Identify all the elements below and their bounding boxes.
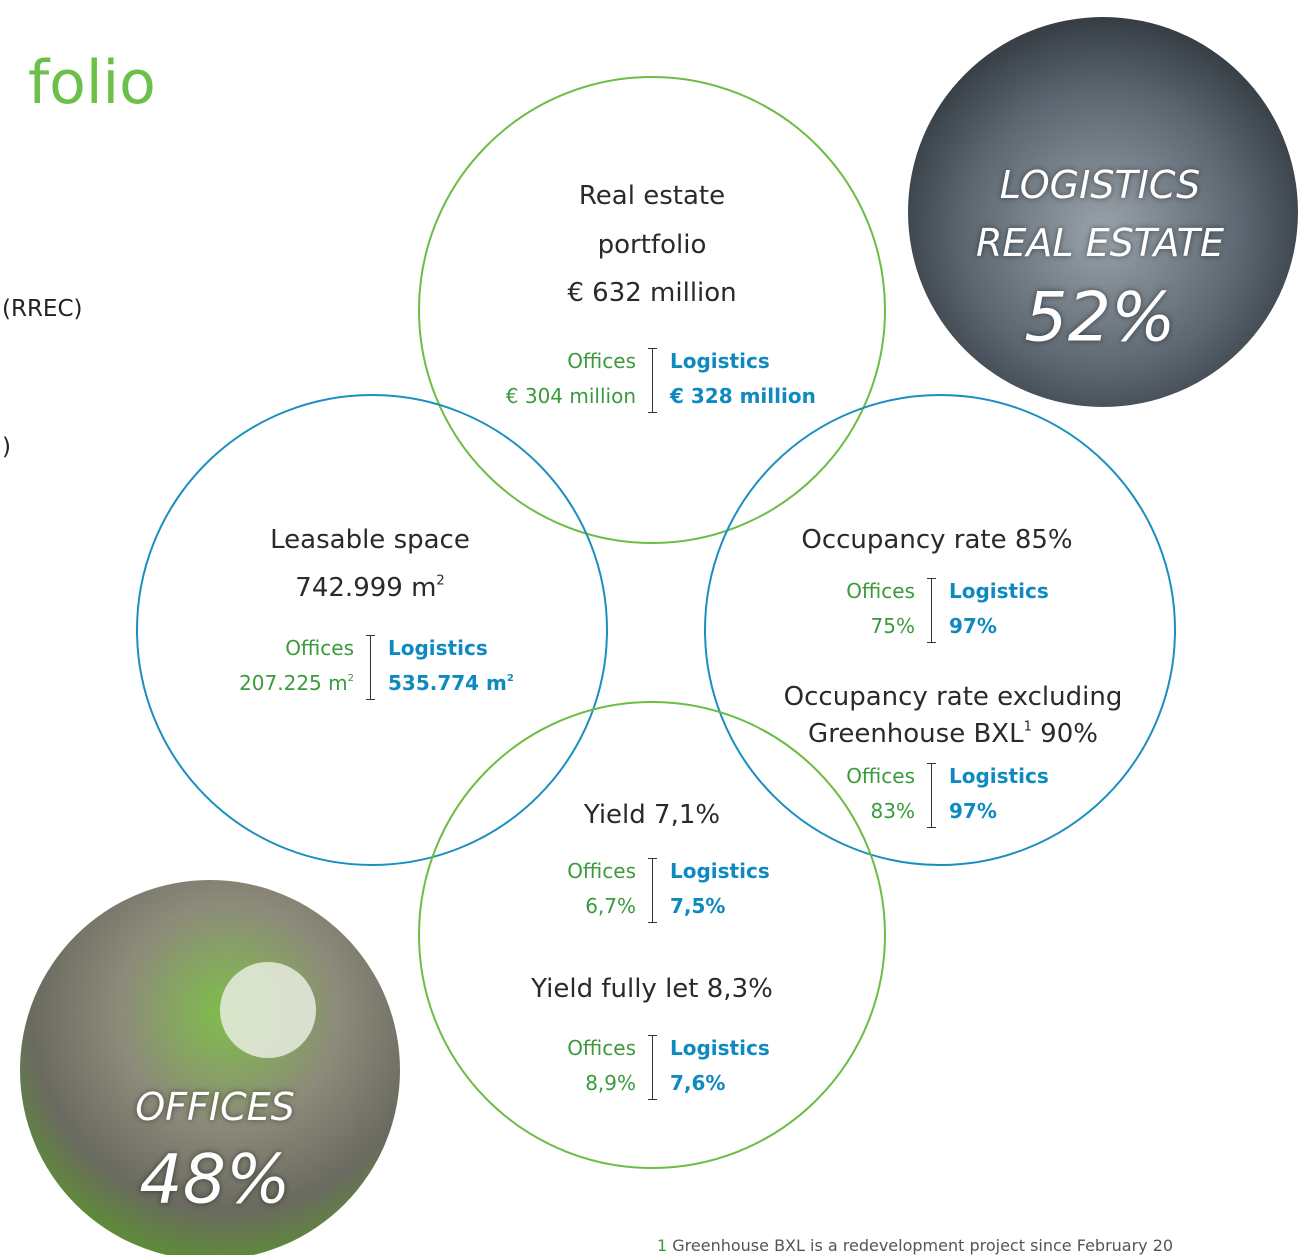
logistics-label: Logistics — [388, 636, 488, 660]
logistics-value: 7,5% — [670, 894, 725, 918]
logistics-value: 97% — [949, 799, 997, 823]
divider-cap — [927, 763, 936, 764]
heading-text: Real estate — [578, 181, 726, 211]
heading-text: € 632 million — [567, 278, 737, 308]
value-text: 75% — [870, 614, 915, 638]
heading-line: portfolio — [598, 230, 707, 260]
photo-label: REAL ESTATE — [976, 221, 1224, 265]
circle-occupancy — [704, 394, 1176, 866]
value-text: 97% — [949, 799, 997, 823]
offices-label: Offices — [285, 636, 354, 660]
logistics-value: 7,6% — [670, 1071, 725, 1095]
heading-line: Leasable space — [270, 525, 470, 555]
heading-text: Occupancy rate excluding — [783, 682, 1123, 712]
photo-detail — [220, 962, 316, 1058]
offices-value: 83% — [871, 799, 915, 823]
divider-cap — [927, 827, 936, 828]
heading-text: Leasable space — [270, 525, 470, 555]
divider — [652, 348, 653, 412]
heading-line: € 632 million — [567, 278, 736, 308]
divider — [931, 763, 932, 827]
heading-text: Yield 7,1% — [583, 800, 721, 830]
offices-label: Offices — [846, 764, 915, 788]
heading-text: Yield fully let 8,3% — [531, 974, 773, 1004]
logistics-label: Logistics — [949, 579, 1049, 603]
value-text: 6,7% — [585, 894, 636, 918]
heading-text: Occupancy rate 85% — [801, 525, 1073, 555]
footnote-text: Greenhouse BXL is a redevelopment projec… — [672, 1236, 1174, 1255]
offices-value: 75% — [871, 614, 915, 638]
photo-label: OFFICES — [135, 1085, 295, 1129]
offices-photo — [20, 880, 400, 1255]
logistics-value: 535.774 m2 — [388, 671, 514, 695]
divider-cap — [648, 922, 657, 923]
superscript: 2 — [436, 573, 445, 589]
logistics-label: Logistics — [670, 859, 770, 883]
heading-line: Real estate — [579, 181, 725, 211]
divider-cap — [648, 348, 657, 349]
divider-cap — [927, 642, 936, 643]
heading-line: Yield fully let 8,3% — [531, 974, 773, 1004]
superscript: 2 — [347, 673, 354, 684]
value-text: 97% — [949, 614, 997, 638]
heading-text: portfolio — [597, 230, 707, 260]
value-text: 207.225 m — [239, 671, 348, 695]
photo-label: LOGISTICS — [999, 163, 1201, 207]
intro-line: ) — [2, 434, 11, 460]
intro-line: (RREC) — [2, 296, 83, 322]
logistics-label: Logistics — [949, 764, 1049, 788]
divider-cap — [648, 412, 657, 413]
logistics-label: Logistics — [670, 349, 770, 373]
logistics-label: Logistics — [670, 1036, 770, 1060]
logistics-value: 97% — [949, 614, 997, 638]
title: folio — [28, 48, 156, 118]
offices-value: 8,9% — [585, 1071, 636, 1095]
divider-cap — [648, 1099, 657, 1100]
logistics-photo — [908, 17, 1298, 407]
divider-cap — [366, 699, 375, 700]
heading-line: Occupancy rate 85% — [801, 525, 1072, 555]
circle-portfolio — [418, 76, 886, 544]
heading-line: Occupancy rate excluding — [784, 682, 1123, 712]
footnote-number: 1 — [657, 1236, 668, 1255]
circle-yield — [418, 701, 886, 1169]
heading-line: 742.999 m2 — [295, 573, 444, 603]
logistics-value: € 328 million — [670, 384, 816, 408]
superscript: 1 — [1023, 719, 1032, 735]
value-text: 7,5% — [670, 894, 726, 918]
offices-value: € 304 million — [506, 384, 636, 408]
heading-line: Greenhouse BXL1 90% — [808, 719, 1098, 749]
photo-share: 52% — [1024, 278, 1176, 358]
value-text: € 328 million — [670, 384, 816, 408]
divider-cap — [366, 635, 375, 636]
offices-label: Offices — [846, 579, 915, 603]
heading-line: Yield 7,1% — [584, 800, 720, 830]
value-text: 83% — [870, 799, 915, 823]
divider-cap — [648, 858, 657, 859]
divider-cap — [927, 578, 936, 579]
circle-space — [136, 394, 608, 866]
divider — [652, 1035, 653, 1099]
heading-text: 742.999 m — [295, 573, 437, 603]
heading-text: 90% — [1031, 719, 1098, 749]
offices-label: Offices — [567, 1036, 636, 1060]
divider-cap — [648, 1035, 657, 1036]
value-text: 8,9% — [585, 1071, 636, 1095]
offices-value: 207.225 m2 — [239, 671, 354, 695]
photo-share: 48% — [139, 1140, 291, 1220]
offices-label: Offices — [567, 349, 636, 373]
divider — [931, 578, 932, 642]
divider — [652, 858, 653, 922]
footnote: 1 Greenhouse BXL is a redevelopment proj… — [657, 1236, 1173, 1255]
offices-label: Offices — [567, 859, 636, 883]
value-text: 535.774 m — [388, 671, 507, 695]
superscript: 2 — [506, 673, 514, 684]
divider — [370, 635, 371, 699]
offices-value: 6,7% — [585, 894, 636, 918]
heading-text: Greenhouse BXL — [808, 719, 1024, 749]
value-text: 7,6% — [670, 1071, 726, 1095]
value-text: € 304 million — [505, 384, 636, 408]
